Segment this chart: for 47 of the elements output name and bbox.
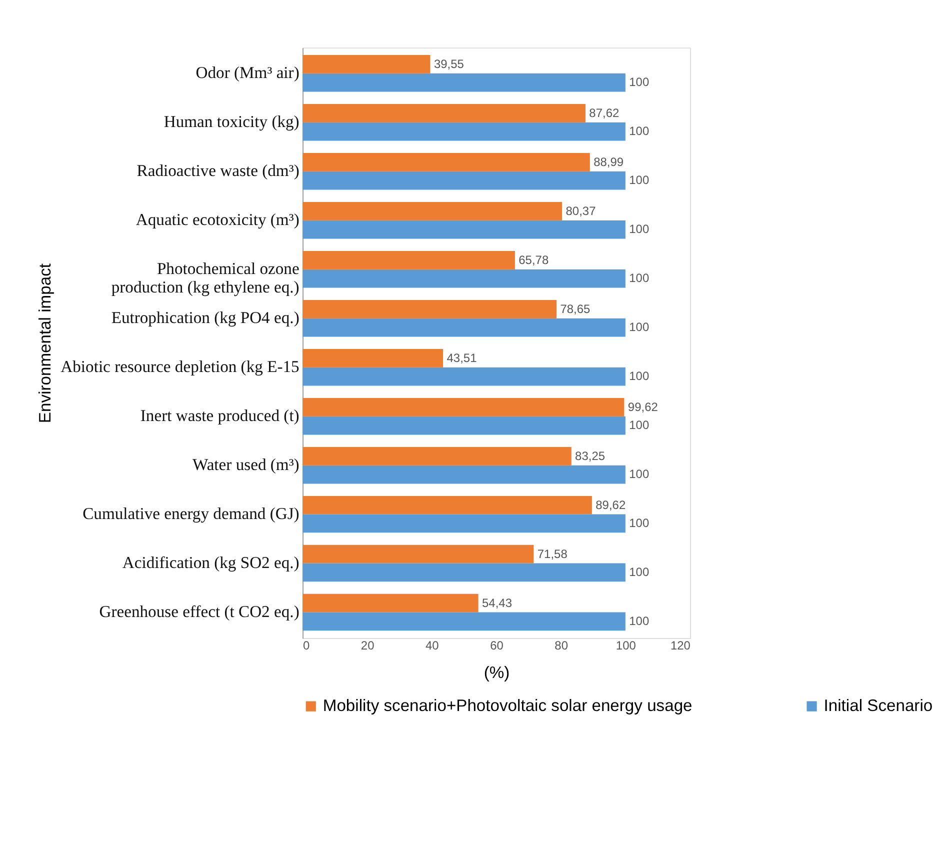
- data-label: 100: [629, 222, 650, 236]
- y-tick-label: Inert waste produced (t): [140, 406, 300, 425]
- y-tick-label: Photochemical ozone production (kg ethylene eq.): [111, 258, 300, 296]
- y-tick-label: Radioactive waste (dm³): [136, 160, 300, 180]
- legend-label: Mobility scenario+Photovoltaic solar energy usage: [322, 696, 692, 715]
- x-tick-label: 60: [490, 638, 504, 653]
- x-tick-label: 100: [616, 638, 636, 653]
- data-label: 83,25: [575, 448, 606, 463]
- y-tick-label: Aquatic ecotoxicity (m³): [136, 210, 300, 229]
- data-label: 43,51: [446, 350, 478, 365]
- data-label: 100: [629, 418, 650, 432]
- y-tick-label: Water used (m³): [192, 454, 300, 474]
- x-axis-title: (%): [484, 663, 510, 682]
- data-label: 39,55: [434, 56, 464, 71]
- data-label: 87,62: [589, 106, 620, 120]
- y-tick-label: Greenhouse effect (t CO2 eq.): [99, 602, 300, 621]
- data-label: 89,62: [596, 498, 626, 512]
- data-label: 54,43: [482, 596, 512, 610]
- data-label: 100: [629, 124, 650, 138]
- data-label: 100: [629, 614, 650, 628]
- x-tick-label: 80: [554, 638, 568, 653]
- y-axis-title: Environmental impact: [35, 263, 54, 424]
- legend-label: Initial Scenario: [824, 696, 933, 715]
- x-tick-label: 40: [426, 638, 440, 653]
- data-label: 100: [629, 467, 650, 482]
- y-tick-label: Cumulative energy demand (GJ): [82, 504, 300, 523]
- data-label: 99,62: [628, 400, 658, 414]
- data-label: 100: [629, 173, 650, 188]
- y-tick-label: Abiotic resource depletion (kg E-15: [60, 356, 300, 376]
- x-tick-label: 120: [670, 638, 691, 653]
- data-label: 88,99: [594, 154, 624, 169]
- y-tick-label: Human toxicity (kg): [164, 112, 300, 131]
- data-label: 100: [629, 369, 650, 384]
- data-label: 100: [629, 516, 650, 530]
- data-label: 100: [629, 565, 650, 580]
- y-tick-label: Eutrophication (kg PO4 eq.): [111, 308, 300, 327]
- data-label: 100: [629, 75, 650, 90]
- data-label: 71,58: [537, 546, 568, 561]
- data-label: 65,78: [518, 252, 549, 267]
- data-label: 100: [629, 320, 650, 334]
- y-tick-label: Acidification (kg SO2 eq.): [122, 552, 300, 572]
- data-label: 78,65: [560, 302, 591, 316]
- x-tick-label: 0: [303, 638, 310, 653]
- data-label: 80,37: [566, 204, 596, 218]
- data-label: 100: [629, 271, 650, 286]
- x-tick-label: 20: [360, 638, 375, 653]
- y-tick-label: Odor (Mm³ air): [196, 62, 300, 82]
